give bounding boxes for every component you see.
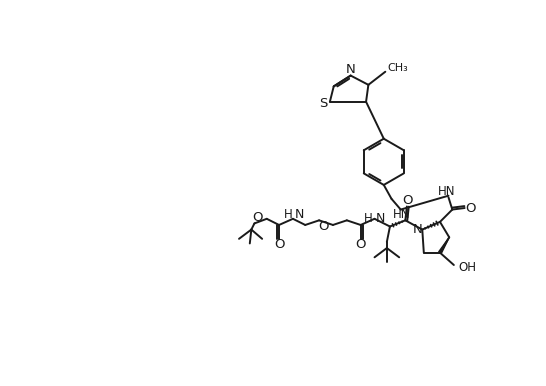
- Text: H: H: [283, 208, 292, 222]
- Text: H: H: [364, 212, 373, 225]
- Text: N: N: [295, 208, 305, 222]
- Text: O: O: [402, 194, 413, 207]
- Text: S: S: [319, 97, 328, 110]
- Text: O: O: [355, 239, 366, 252]
- Text: O: O: [252, 211, 263, 224]
- Text: OH: OH: [459, 261, 477, 274]
- Text: N: N: [376, 212, 385, 225]
- Text: HN: HN: [438, 185, 456, 198]
- Polygon shape: [438, 237, 449, 254]
- Text: O: O: [274, 239, 284, 252]
- Text: O: O: [319, 220, 329, 233]
- Text: O: O: [465, 201, 475, 215]
- Text: HN: HN: [393, 208, 410, 221]
- Text: N: N: [346, 63, 355, 76]
- Text: CH₃: CH₃: [388, 63, 408, 73]
- Text: N: N: [413, 223, 423, 236]
